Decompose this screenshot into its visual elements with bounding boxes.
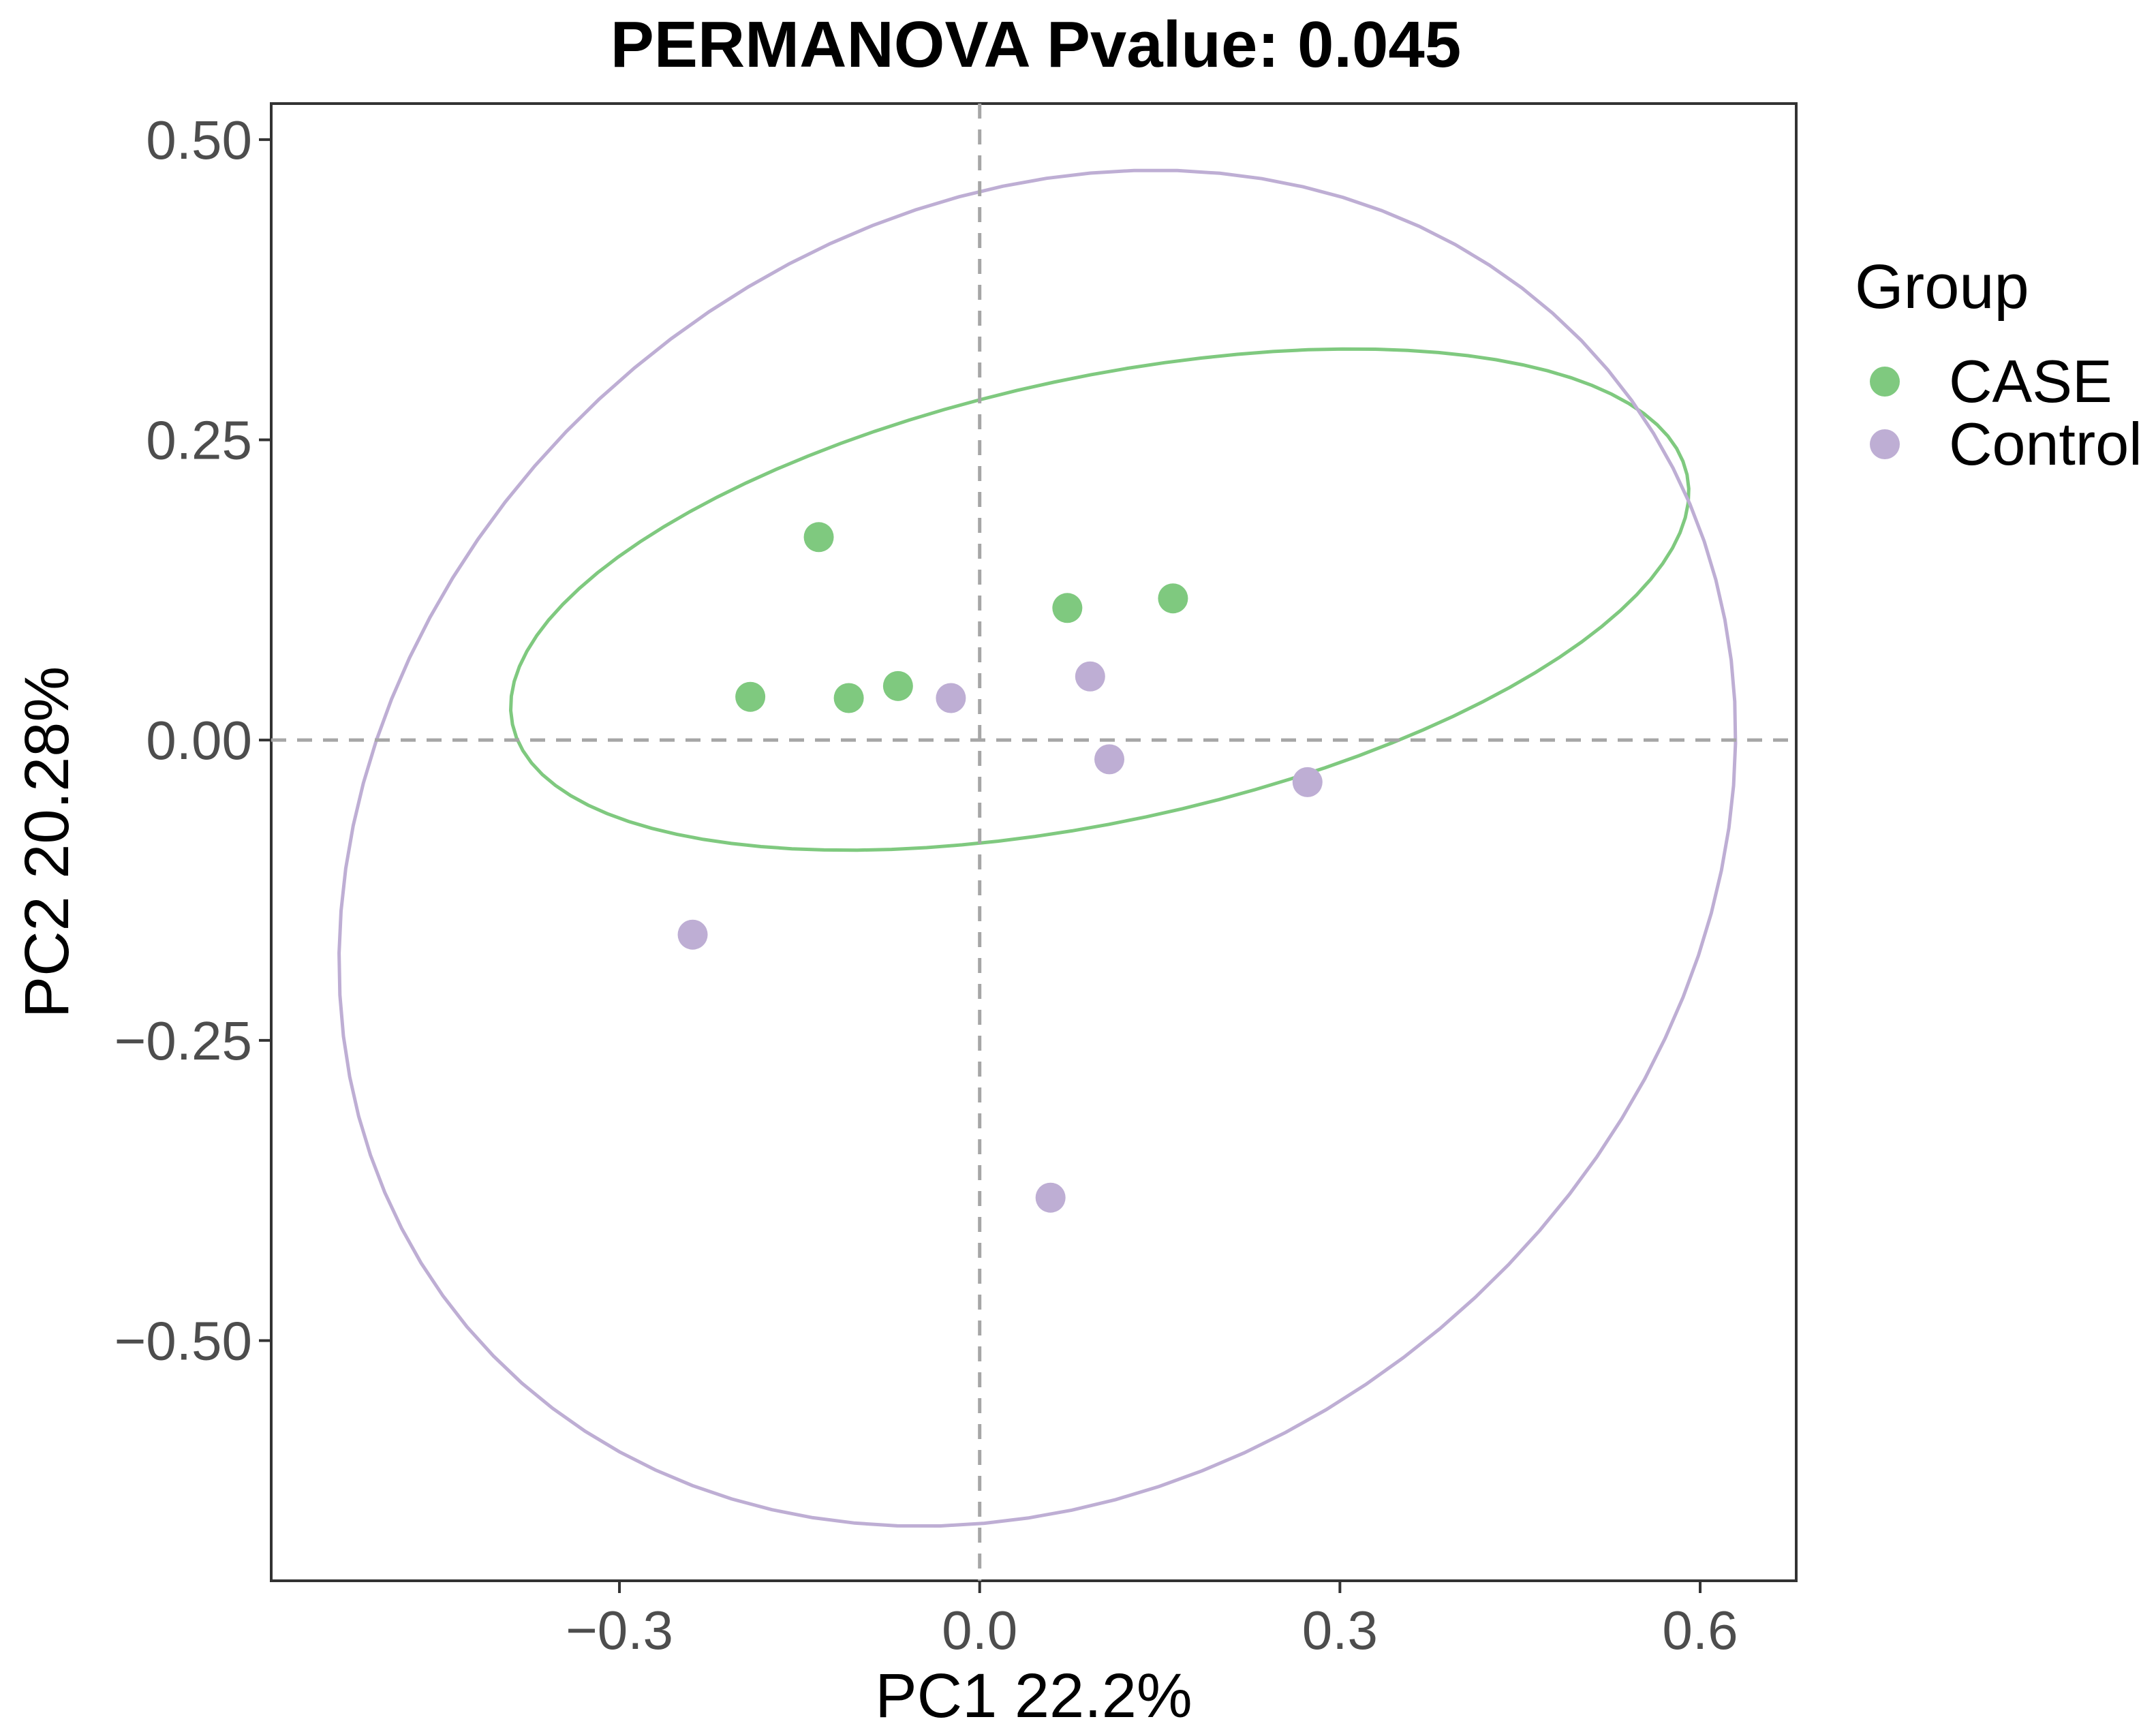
data-point-case-5 [833, 683, 864, 713]
confidence-ellipse-control [337, 168, 1738, 1528]
plot-panel [270, 102, 1798, 1582]
data-point-control-6 [1035, 1182, 1066, 1213]
data-point-case-1 [803, 522, 834, 553]
legend-key-case [1870, 367, 1900, 397]
data-point-control-1 [936, 683, 966, 713]
data-point-control-4 [1292, 767, 1323, 797]
data-point-control-3 [1094, 744, 1125, 775]
confidence-ellipse-case [508, 347, 1691, 852]
legend-label-case: CASE [1949, 347, 2112, 415]
y-tick-label: −0.25 [114, 1010, 252, 1071]
data-point-control-2 [1075, 661, 1105, 692]
chart-title: PERMANOVA Pvalue: 0.045 [611, 8, 1461, 81]
data-point-case-4 [735, 681, 766, 712]
legend-title: Group [1855, 252, 2029, 322]
legend-label-control: Control [1949, 410, 2142, 478]
x-tick-label: 0.6 [1662, 1600, 1738, 1661]
data-point-case-2 [1052, 593, 1083, 623]
y-tick-label: 0.50 [146, 110, 252, 170]
y-tick-label: 0.25 [146, 410, 252, 471]
y-axis-title: PC2 20.28% [12, 666, 82, 1019]
x-tick-label: −0.3 [566, 1600, 673, 1661]
data-point-control-5 [677, 919, 708, 950]
legend-key-control [1870, 429, 1900, 459]
data-point-case-3 [1158, 583, 1188, 614]
y-tick-label: 0.00 [146, 710, 252, 771]
data-point-case-6 [882, 670, 913, 701]
y-tick-label: −0.50 [114, 1310, 252, 1371]
x-axis-title: PC1 22.2% [875, 1661, 1192, 1730]
x-tick-label: 0.3 [1302, 1600, 1378, 1661]
x-tick-label: 0.0 [942, 1600, 1017, 1661]
